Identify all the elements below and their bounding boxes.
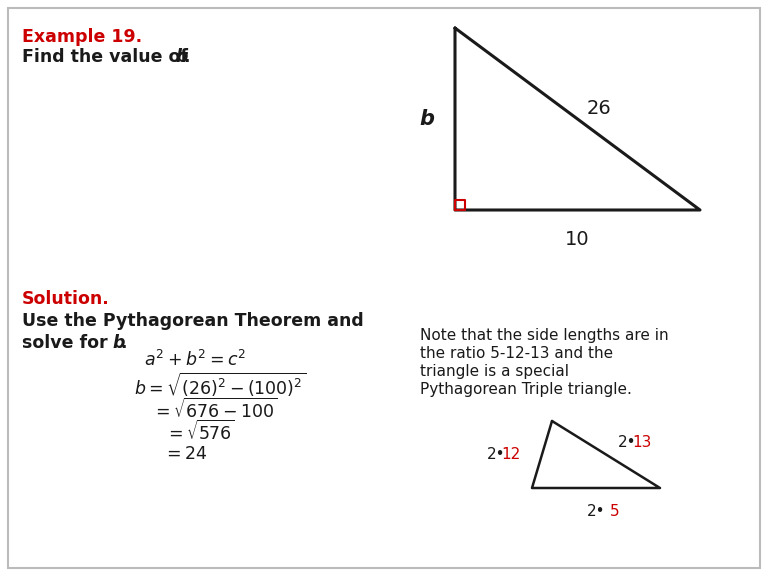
Text: b: b (419, 109, 435, 129)
Text: the ratio 5-12-13 and the: the ratio 5-12-13 and the (420, 346, 613, 361)
Text: Note that the side lengths are in: Note that the side lengths are in (420, 328, 669, 343)
Text: Find the value of: Find the value of (22, 48, 194, 66)
Text: $b = \sqrt{(26)^2-(100)^2}$: $b = \sqrt{(26)^2-(100)^2}$ (134, 371, 306, 399)
Text: solve for: solve for (22, 334, 114, 352)
Text: 10: 10 (565, 230, 590, 249)
Text: Use the Pythagorean Theorem and: Use the Pythagorean Theorem and (22, 312, 364, 330)
Text: .: . (120, 334, 127, 352)
Text: 2•: 2• (618, 435, 637, 450)
Text: b: b (112, 334, 124, 352)
Text: $= \sqrt{576}$: $= \sqrt{576}$ (165, 420, 235, 444)
Text: $a^2 + b^2 = c^2$: $a^2 + b^2 = c^2$ (144, 350, 246, 370)
Text: 26: 26 (587, 100, 612, 119)
Text: Solution.: Solution. (22, 290, 110, 308)
Text: .: . (183, 48, 190, 66)
Text: 2•: 2• (587, 504, 605, 519)
Text: $= 24$: $= 24$ (163, 445, 207, 463)
Text: b: b (175, 48, 187, 66)
Text: 12: 12 (501, 447, 520, 462)
Text: Example 19.: Example 19. (22, 28, 142, 46)
Text: 5: 5 (610, 504, 620, 519)
Text: Pythagorean Triple triangle.: Pythagorean Triple triangle. (420, 382, 632, 397)
Text: $= \sqrt{676-100}$: $= \sqrt{676-100}$ (152, 398, 278, 422)
Text: 2•: 2• (487, 447, 505, 462)
Text: 13: 13 (632, 435, 651, 450)
Text: triangle is a special: triangle is a special (420, 364, 569, 379)
